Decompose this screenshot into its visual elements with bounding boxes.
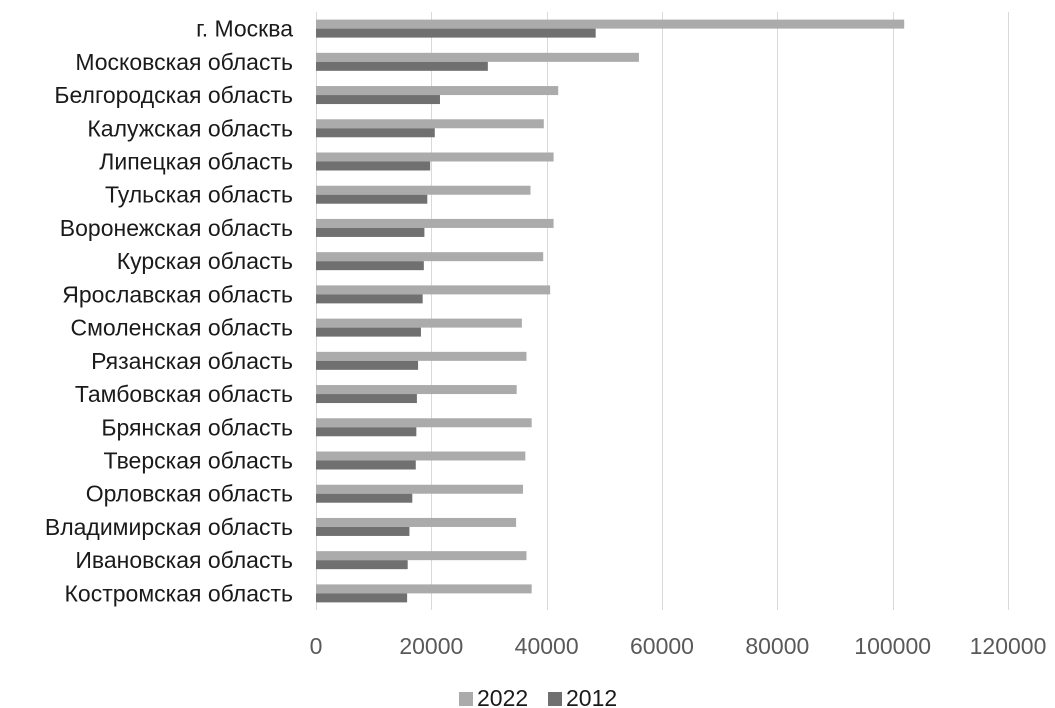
bar-2022 [316, 318, 522, 328]
legend-swatch-2022 [459, 692, 473, 706]
category-label: Рязанская область [91, 348, 293, 374]
bar-2012 [316, 28, 596, 38]
bar-2012 [316, 194, 428, 204]
x-tick-label: 0 [310, 633, 323, 659]
bar-2022 [316, 418, 532, 428]
category-label: Орловская область [86, 481, 293, 507]
bar-2022 [316, 517, 517, 527]
x-tick-labels: 0 20000 40000 60000 80000 100000 120000 [310, 633, 1047, 659]
category-label: Воронежская область [60, 215, 293, 241]
legend-label-2012: 2012 [566, 685, 617, 708]
bar-2022 [316, 551, 527, 561]
category-label: Тамбовская область [75, 381, 293, 407]
gridlines [316, 12, 1009, 610]
x-tick-label: 60000 [630, 633, 694, 659]
category-label: Белгородская область [54, 82, 293, 108]
bar-2012 [316, 161, 431, 171]
bar-2012 [316, 460, 416, 470]
bar-2012 [316, 526, 410, 536]
category-label: Ивановская область [75, 547, 293, 573]
category-labels: г. Москва Московская область Белгородская … [45, 16, 293, 607]
bar-2012 [316, 61, 488, 71]
legend-swatch-2012 [548, 692, 562, 706]
category-label: Тульская область [105, 182, 293, 208]
bar-2012 [316, 394, 417, 404]
bar-2012 [316, 294, 423, 304]
bar-2022 [316, 185, 531, 195]
x-tick-label: 20000 [399, 633, 463, 659]
bar-2012 [316, 327, 421, 337]
category-label: Брянская область [101, 414, 293, 440]
category-label: Московская область [75, 49, 293, 75]
bar-2022 [316, 385, 517, 395]
x-tick-label: 40000 [515, 633, 579, 659]
category-label: Калужская область [87, 115, 293, 141]
category-label: Липецкая область [99, 149, 293, 175]
bar-2022 [316, 351, 527, 361]
category-label: Тверская область [104, 448, 293, 474]
bar-2012 [316, 261, 424, 271]
x-tick-label: 120000 [970, 633, 1047, 659]
category-label: Смоленская область [71, 315, 294, 341]
category-label: Ярославская область [62, 281, 293, 307]
bar-2022 [316, 451, 526, 461]
legend-label-2022: 2022 [477, 685, 528, 708]
category-label: Владимирская область [45, 514, 293, 540]
bar-2022 [316, 285, 551, 295]
bars [316, 19, 905, 603]
x-tick-label: 100000 [854, 633, 931, 659]
bar-2022 [316, 152, 554, 162]
bar-2012 [316, 493, 413, 503]
bar-2012 [316, 128, 435, 138]
bar-2022 [316, 119, 544, 129]
legend: 2022 2012 [459, 685, 617, 708]
category-label: г. Москва [196, 16, 293, 42]
x-tick-label: 80000 [745, 633, 809, 659]
bar-2012 [316, 593, 408, 603]
bar-2022 [316, 86, 559, 96]
bar-2022 [316, 584, 532, 594]
category-label: Костромская область [65, 580, 294, 606]
bar-2022 [316, 218, 554, 228]
category-label: Курская область [117, 248, 293, 274]
bar-2022 [316, 484, 524, 494]
bar-2022 [316, 19, 905, 29]
bar-2012 [316, 560, 408, 570]
bar-2012 [316, 95, 440, 105]
bar-2022 [316, 52, 639, 62]
bar-2012 [316, 360, 419, 370]
bar-2012 [316, 427, 417, 437]
bar-2012 [316, 227, 425, 237]
bar-2022 [316, 252, 544, 262]
